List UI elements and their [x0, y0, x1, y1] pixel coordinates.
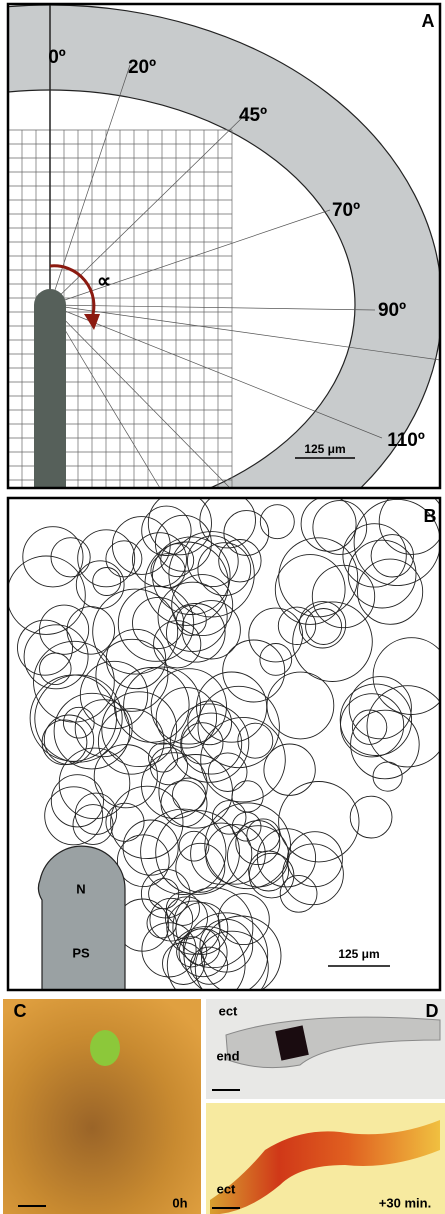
angle-label: 0º: [48, 47, 66, 68]
time-label: +30 min.: [379, 1195, 431, 1210]
primitive-streak: [34, 289, 66, 488]
graft: [90, 1030, 120, 1066]
panel-label: D: [426, 1001, 439, 1021]
alpha-symbol: ∝: [97, 270, 111, 292]
figure: ∝ 0º 20º 45º 70º 90º 110º 125 μm A N PS …: [0, 0, 445, 1214]
angle-label: 90º: [378, 300, 406, 321]
tissue-label: ect: [217, 1181, 236, 1196]
angle-label: 70º: [332, 200, 360, 221]
scale-label: 125 μm: [338, 947, 379, 961]
angle-label: 110º: [387, 430, 425, 451]
angle-label: 45º: [239, 105, 267, 126]
panel-c: C 0h: [3, 999, 201, 1214]
panel-d: ect end D ect +30 min.: [206, 999, 445, 1214]
panel-label: B: [424, 506, 437, 526]
angle-label: 20º: [128, 57, 156, 78]
panel-label: C: [14, 1001, 27, 1021]
panel-label: A: [422, 11, 435, 31]
streak-label: PS: [72, 945, 90, 960]
scale-label: 125 μm: [304, 442, 345, 456]
tissue-label: ect: [219, 1003, 238, 1018]
time-label: 0h: [172, 1195, 187, 1210]
tissue-label: end: [216, 1048, 239, 1063]
streak-shape: [38, 846, 125, 992]
node-label: N: [76, 881, 85, 896]
panel-b: N PS 125 μm B: [7, 489, 445, 1004]
